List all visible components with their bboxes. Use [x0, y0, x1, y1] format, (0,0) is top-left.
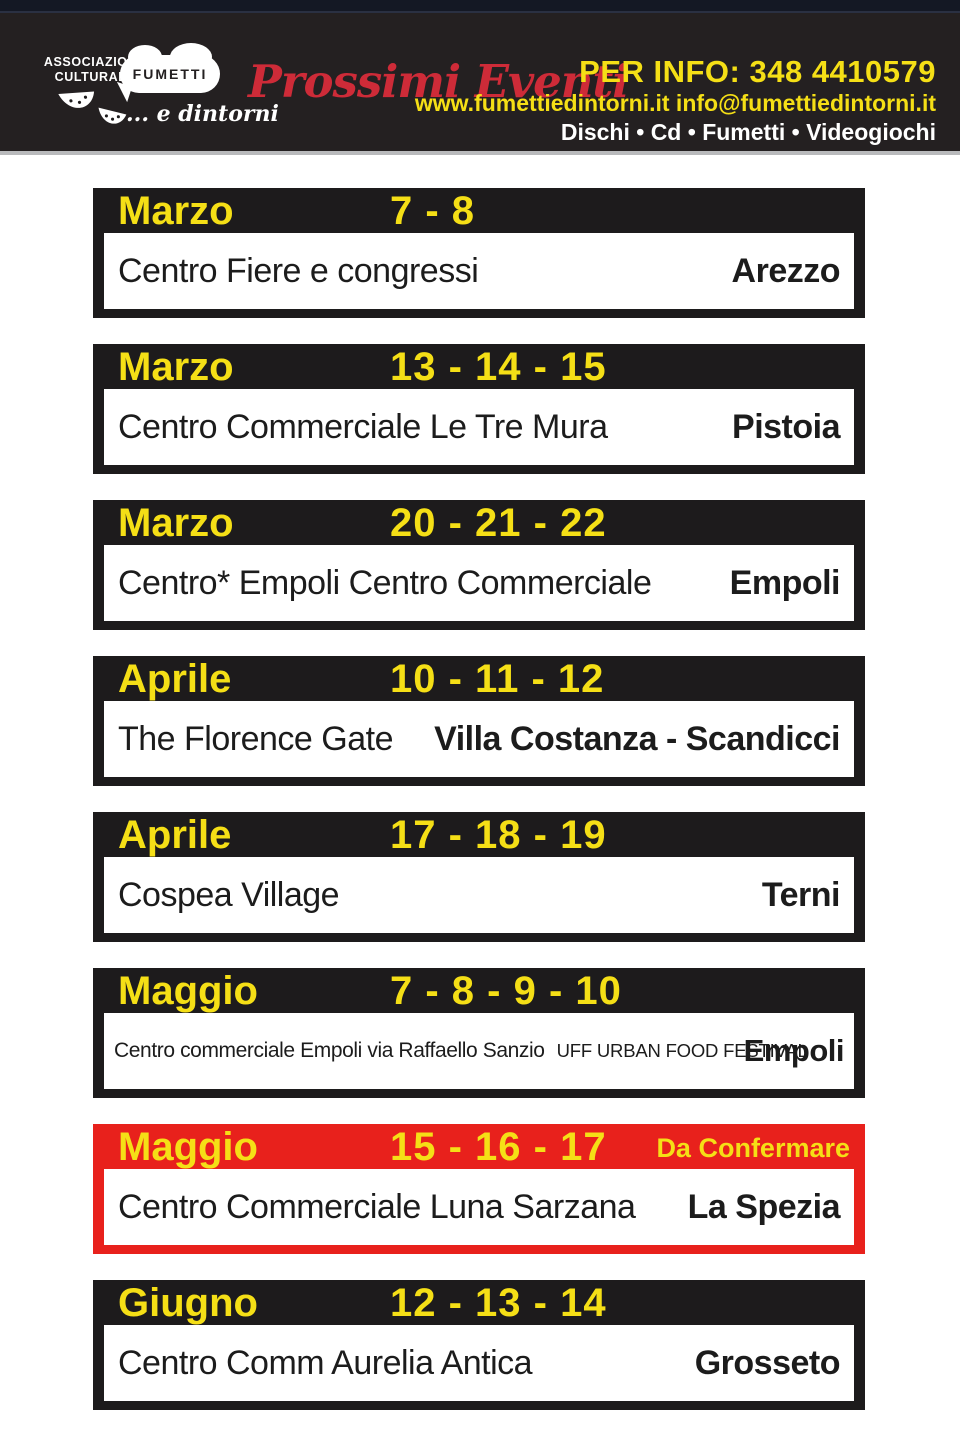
event-city: Villa Costanza - Scandicci	[434, 719, 840, 758]
event-venue-wrap: Centro Comm Aurelia Antica	[118, 1343, 533, 1383]
event-month: Aprile	[118, 813, 232, 857]
event-venue-wrap: Centro commerciale Empoli via Raffaello …	[114, 1039, 808, 1063]
event-dates: 10 - 11 - 12	[390, 657, 605, 701]
event-city: Grosseto	[694, 1343, 841, 1382]
event-header-bar: Marzo 20 - 21 - 22	[104, 500, 854, 545]
watermelon-slice-icon	[58, 91, 95, 108]
event-header-bar: Maggio 15 - 16 - 17 Da Confermare	[104, 1124, 854, 1169]
event-venue: Cospea Village	[118, 875, 340, 914]
event-dates: 12 - 13 - 14	[390, 1281, 607, 1325]
contact-block: PER INFO: 348 4410579 www.fumettiedintor…	[415, 55, 936, 146]
event-month: Maggio	[118, 1125, 258, 1169]
event-venue: Centro commerciale Empoli via Raffaello …	[114, 1039, 545, 1062]
event-city: Empoli	[729, 563, 841, 602]
event-details: Centro* Empoli Centro Commerciale Empoli	[104, 545, 854, 621]
event-city: Empoli	[743, 1033, 845, 1068]
event-city: Terni	[761, 875, 841, 914]
event-venue: Centro* Empoli Centro Commerciale	[118, 563, 652, 602]
event-card: Aprile 17 - 18 - 19 Cospea Village Terni	[93, 812, 865, 942]
event-venue: Centro Commerciale Le Tre Mura	[118, 407, 608, 446]
event-dates: 20 - 21 - 22	[390, 501, 607, 545]
event-venue: The Florence Gate	[118, 719, 393, 758]
event-status-note: Da Confermare	[656, 1133, 850, 1163]
event-city: Arezzo	[731, 251, 841, 290]
event-details: Centro Commerciale Le Tre Mura Pistoia	[104, 389, 854, 465]
association-logo: ASSOCIAZIONE CULTURALE FUMETTI	[38, 13, 279, 148]
event-venue-wrap: The Florence Gate	[118, 720, 393, 759]
event-details: The Florence Gate Villa Costanza - Scand…	[104, 701, 854, 777]
event-dates: 7 - 8 - 9 - 10	[390, 969, 622, 1013]
event-details: Centro Comm Aurelia Antica Grosseto	[104, 1325, 854, 1401]
logo-tagline: ... e dintorni	[126, 101, 279, 127]
events-list: Marzo 7 - 8 Centro Fiere e congressi Are…	[0, 155, 960, 1410]
event-card: Marzo 7 - 8 Centro Fiere e congressi Are…	[93, 188, 865, 318]
event-dates: 7 - 8	[390, 189, 476, 233]
event-dates: 17 - 18 - 19	[390, 813, 607, 857]
event-header-bar: Marzo 13 - 14 - 15	[104, 344, 854, 389]
event-venue: Centro Comm Aurelia Antica	[118, 1343, 533, 1382]
event-details: Centro Fiere e congressi Arezzo	[104, 233, 854, 309]
event-card: Marzo 13 - 14 - 15 Centro Commerciale Le…	[93, 344, 865, 474]
event-month: Aprile	[118, 657, 232, 701]
header-main: ASSOCIAZIONE CULTURALE FUMETTI	[0, 13, 960, 155]
top-strip	[0, 0, 960, 13]
event-details: Centro commerciale Empoli via Raffaello …	[104, 1013, 854, 1089]
event-city: Pistoia	[732, 407, 840, 446]
event-month: Marzo	[118, 501, 234, 545]
event-dates: 13 - 14 - 15	[390, 345, 607, 389]
event-month: Giugno	[118, 1281, 258, 1325]
event-card: Aprile 10 - 11 - 12 The Florence Gate Vi…	[93, 656, 865, 786]
event-card: Marzo 20 - 21 - 22 Centro* Empoli Centro…	[93, 500, 865, 630]
speech-bubble-icon: FUMETTI	[111, 43, 220, 103]
event-month: Marzo	[118, 345, 234, 389]
association-name-line2: CULTURALE	[54, 70, 136, 84]
event-header-bar: Giugno 12 - 13 - 14	[104, 1280, 854, 1325]
event-city: La Spezia	[687, 1187, 841, 1226]
event-venue: Centro Fiere e congressi	[118, 251, 479, 290]
event-header-bar: Aprile 17 - 18 - 19	[104, 812, 854, 857]
event-header-bar: Maggio 7 - 8 - 9 - 10	[104, 968, 854, 1013]
event-header-bar: Marzo 7 - 8	[104, 188, 854, 233]
event-dates: 15 - 16 - 17	[390, 1125, 607, 1169]
event-venue-extra: UFF URBAN FOOD FESTIVAL	[556, 1040, 808, 1061]
event-venue: Centro Commerciale Luna Sarzana	[118, 1187, 636, 1226]
event-header-bar: Aprile 10 - 11 - 12	[104, 656, 854, 701]
event-card: Maggio 7 - 8 - 9 - 10 Centro commerciale…	[93, 968, 865, 1098]
association-name-line1: ASSOCIAZIONE	[43, 55, 147, 69]
event-card: Maggio 15 - 16 - 17 Da Confermare Centro…	[93, 1124, 865, 1254]
event-venue-wrap: Centro Fiere e congressi	[118, 251, 479, 291]
watermelon-slice-icon	[98, 107, 127, 124]
website-email: www.fumettiedintorni.it info@fumettiedin…	[414, 90, 936, 116]
event-details: Centro Commerciale Luna Sarzana La Spezi…	[104, 1169, 854, 1245]
event-venue-wrap: Centro Commerciale Le Tre Mura	[118, 408, 608, 447]
event-venue-wrap: Centro Commerciale Luna Sarzana	[118, 1187, 636, 1227]
event-venue-wrap: Cospea Village	[118, 875, 340, 915]
event-details: Cospea Village Terni	[104, 857, 854, 933]
event-card: Giugno 12 - 13 - 14 Centro Comm Aurelia …	[93, 1280, 865, 1410]
header: ASSOCIAZIONE CULTURALE FUMETTI	[0, 0, 960, 155]
event-venue-wrap: Centro* Empoli Centro Commerciale	[118, 563, 652, 603]
phone-info: PER INFO: 348 4410579	[579, 54, 936, 89]
association-name: ASSOCIAZIONE CULTURALE	[40, 55, 150, 85]
event-month: Maggio	[118, 969, 258, 1013]
categories-line: Dischi • Cd • Fumetti • Videogiochi	[560, 119, 936, 145]
logo-bubble-label: FUMETTI	[132, 66, 208, 82]
event-month: Marzo	[118, 189, 234, 233]
